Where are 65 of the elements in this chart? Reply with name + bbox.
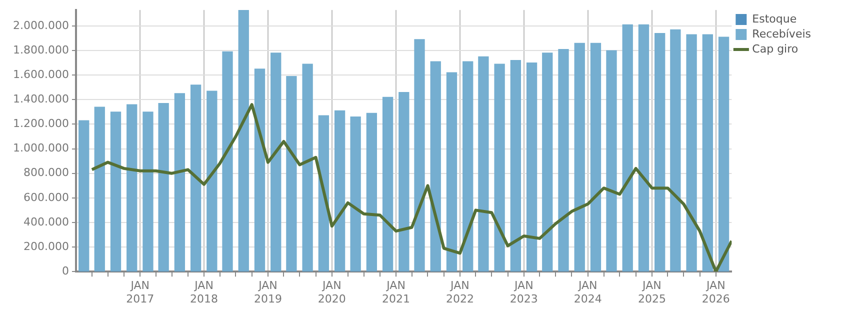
x-tick-label: JAN 2023 (510, 279, 538, 306)
x-tick-label: JAN 2026 (702, 279, 730, 306)
bar (590, 42, 602, 272)
legend-label: Estoque (752, 12, 797, 26)
legend-label: Cap giro (752, 42, 798, 56)
bar (462, 61, 474, 272)
bar (542, 52, 553, 272)
bar (606, 50, 617, 272)
x-tick-label: JAN 2020 (318, 279, 346, 306)
bar (158, 103, 169, 272)
bar (286, 76, 297, 272)
bar (222, 51, 233, 272)
bar (638, 24, 650, 272)
bar (414, 39, 425, 272)
bar (126, 104, 138, 272)
bar (622, 24, 633, 272)
bar (110, 112, 122, 272)
bar (686, 34, 697, 272)
bar (526, 62, 538, 272)
bar (558, 48, 569, 272)
bar (718, 36, 730, 272)
bar (334, 110, 346, 272)
bar (478, 56, 489, 272)
y-tick-label: 400.000 (23, 215, 69, 228)
bar (302, 64, 313, 272)
y-tick-label: 1.600.000 (13, 68, 69, 81)
bar (398, 92, 410, 272)
x-tick-label: JAN 2018 (190, 279, 218, 306)
legend-label: Recebíveis (752, 27, 812, 40)
bar (190, 84, 202, 272)
bar (238, 10, 249, 272)
x-tick-label: JAN 2021 (382, 279, 410, 306)
bar (254, 68, 266, 272)
bar (78, 120, 90, 272)
x-tick-label: JAN 2025 (638, 279, 666, 306)
bar (206, 90, 218, 272)
bar (446, 72, 458, 272)
bar (654, 33, 666, 272)
bar (350, 116, 361, 272)
x-tick-label: JAN 2017 (126, 279, 154, 306)
bar (270, 52, 282, 272)
x-tick-label: JAN 2019 (254, 279, 282, 306)
x-tick-label: JAN 2024 (574, 279, 602, 306)
bar (142, 112, 154, 272)
bar (94, 106, 105, 272)
bar (366, 112, 378, 272)
y-tick-label: 0 (62, 264, 69, 278)
y-tick-label: 2.000.000 (13, 18, 69, 32)
y-tick-label: 600.000 (23, 190, 69, 204)
y-tick-label: 200.000 (23, 240, 69, 253)
bar (702, 34, 713, 272)
bar (510, 60, 522, 272)
bar (174, 93, 186, 272)
bar (574, 42, 585, 272)
bar (318, 115, 330, 272)
y-tick-label: 1.000.000 (13, 142, 69, 155)
bar (382, 96, 394, 272)
y-tick-label: 1.200.000 (13, 117, 69, 130)
y-tick-label: 1.400.000 (13, 92, 69, 106)
y-tick-label: 800.000 (23, 166, 69, 180)
bar (430, 61, 441, 272)
y-tick-label: 1.800.000 (13, 43, 69, 56)
bar (494, 64, 505, 272)
bar (670, 29, 681, 272)
x-tick-label: JAN 2022 (446, 279, 474, 306)
